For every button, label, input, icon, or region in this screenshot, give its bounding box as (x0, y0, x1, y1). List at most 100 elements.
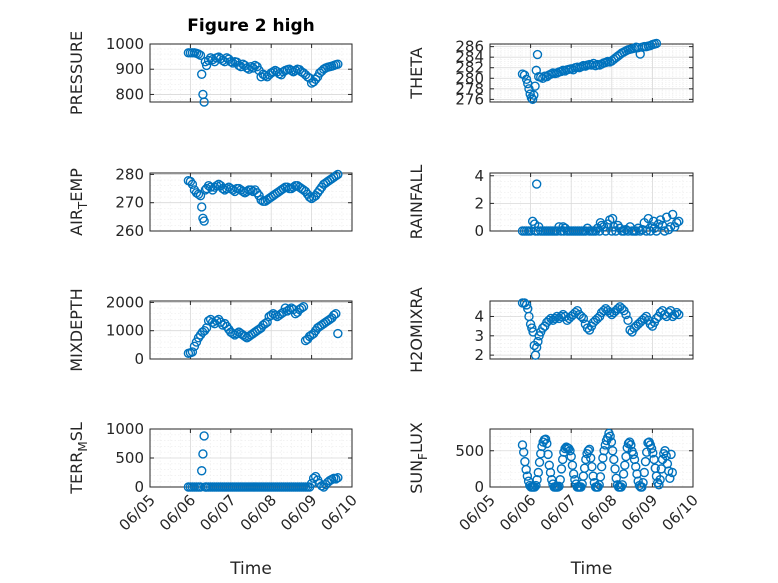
data-point (270, 310, 280, 320)
data-point (617, 480, 628, 490)
data-point (290, 65, 301, 76)
y-tick-label: 280 (455, 69, 484, 87)
axes-box (149, 43, 353, 103)
data-point (613, 304, 623, 314)
data-point (226, 56, 236, 67)
data-point (567, 460, 578, 470)
y-tick-label: 500 (115, 449, 144, 467)
data-point (543, 449, 553, 460)
y-tick-label: 0 (474, 478, 484, 496)
data-point (620, 460, 630, 470)
data-point (674, 309, 684, 320)
data-point (672, 218, 682, 228)
y-axis-label: RAINFALL (407, 165, 426, 240)
data-point (331, 171, 341, 181)
data-point (199, 431, 209, 441)
data-point (667, 467, 677, 478)
y-tick-label: 900 (115, 60, 144, 78)
data-point (621, 309, 631, 320)
data-point (595, 472, 606, 482)
data-point (331, 309, 341, 319)
y-tick-label: 2 (474, 194, 484, 212)
data-point (232, 328, 242, 339)
data-point (540, 434, 551, 444)
data-point (633, 223, 643, 233)
data-point (193, 189, 204, 199)
y-tick-label: 260 (115, 222, 144, 240)
data-point (531, 342, 542, 353)
data-point (240, 331, 250, 342)
axes-box (149, 300, 353, 360)
x-tick-label: 06/10 (318, 491, 361, 534)
y-axis-label: MIXDEPTH (67, 288, 86, 371)
y-axis-label: THETA (407, 47, 426, 99)
data-point (268, 67, 278, 77)
data-point (665, 473, 675, 483)
y-tick-label: 286 (455, 38, 484, 56)
subplot-air-emp: 260 270 280 AIRTEMP (67, 165, 353, 240)
x-tick-label: 06/07 (537, 491, 580, 534)
data-point (522, 471, 533, 481)
x-tick-label: 06/05 (456, 491, 499, 534)
data-point (284, 304, 295, 315)
data-point (581, 454, 591, 465)
data-point (666, 449, 676, 460)
data-point (199, 97, 209, 107)
data-point (252, 188, 262, 198)
data-point (555, 475, 565, 485)
data-point (534, 457, 545, 468)
data-point (643, 213, 654, 224)
data-point (631, 226, 641, 236)
data-point (298, 301, 309, 312)
data-point (530, 81, 540, 91)
data-point (197, 202, 207, 212)
data-point (193, 49, 204, 59)
data-point (623, 315, 633, 326)
x-tick-label: 06/08 (577, 491, 620, 534)
data-point (185, 176, 196, 187)
data-point (576, 311, 587, 322)
x-tick-label: 06/10 (659, 491, 702, 534)
y-tick-label: 3 (474, 327, 484, 345)
y-axis-label: PRESSURE (67, 31, 86, 115)
data-point (521, 300, 532, 310)
data-point (565, 446, 575, 456)
x-tick-label: 06/05 (116, 491, 159, 534)
data-point (529, 90, 539, 100)
data-point (626, 440, 636, 450)
data-point (674, 216, 684, 227)
data-point (628, 449, 639, 460)
y-tick-label: 4 (474, 307, 484, 325)
data-point (542, 438, 552, 449)
data-point (195, 50, 206, 61)
data-point (199, 216, 209, 226)
data-point (618, 469, 629, 479)
data-point (568, 469, 579, 479)
data-point (646, 443, 657, 454)
x-tick-label: 06/09 (277, 491, 320, 534)
data-point (554, 481, 564, 491)
y-tick-label: 0 (134, 350, 144, 368)
data-point (556, 464, 567, 474)
data-point (521, 74, 532, 85)
subplot-terr-sl: 0 500 1000 TERRMSL 06/0506/0606/0706/0806/09… (67, 420, 361, 579)
y-tick-label: 800 (115, 85, 144, 103)
data-point (333, 169, 343, 180)
data-point (584, 444, 595, 454)
data-point (566, 451, 576, 462)
data-point (234, 60, 244, 71)
y-tick-label: 1000 (106, 322, 144, 340)
y-tick-label: 282 (455, 59, 484, 77)
subplot-sun-lux: 0 500 SUNFLUX 06/0506/0606/0706/0806/0906/1… (407, 422, 702, 579)
data-point (242, 63, 252, 73)
subplot-mixdepth: 0 1000 2000 MIXDEPTH (67, 288, 353, 372)
data-point (296, 303, 307, 313)
x-tick-label: 06/08 (237, 491, 280, 534)
y-axis-label: SUNFLUX (407, 422, 430, 494)
data-point (533, 226, 543, 236)
data-point (201, 60, 212, 71)
data-point (333, 328, 343, 339)
data-point (606, 437, 617, 447)
data-point (635, 226, 645, 236)
